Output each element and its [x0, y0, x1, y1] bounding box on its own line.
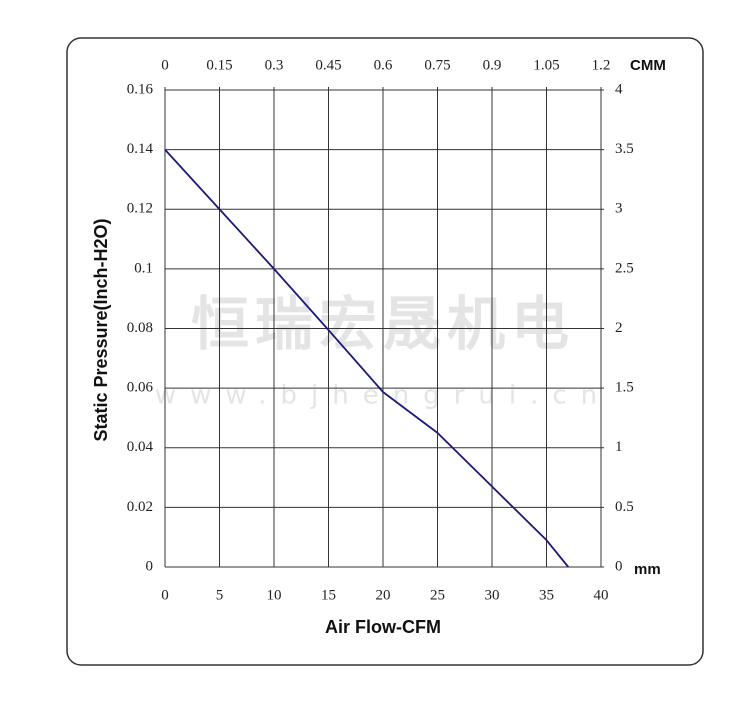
- x2-tick-label: 1.05: [533, 57, 559, 73]
- x-tick-label: 15: [321, 587, 336, 603]
- y2-tick-label: 2.5: [615, 260, 634, 276]
- y2-tick-label: 1: [615, 439, 623, 455]
- y-tick-label: 0.14: [127, 141, 154, 157]
- y2-tick-label: 3: [615, 201, 623, 217]
- x2-unit: CMM: [630, 57, 666, 74]
- y2-tick-label: 2: [615, 320, 623, 336]
- y2-tick-label: 0: [615, 558, 623, 574]
- watermark: www.bjhengrui.cn: [155, 381, 611, 411]
- y-tick-label: 0.16: [127, 81, 154, 97]
- x2-tick-label: 0: [161, 57, 169, 73]
- watermark: 恒瑞宏晟机电: [191, 290, 575, 358]
- x-tick-label: 35: [539, 587, 554, 603]
- x2-tick-label: 0.15: [206, 57, 232, 73]
- x-tick-label: 5: [216, 587, 224, 603]
- curve: [164, 149, 569, 568]
- frame: [66, 37, 704, 666]
- x2-tick-label: 1.2: [592, 57, 611, 73]
- x2-tick-label: 0.9: [483, 57, 502, 73]
- x2-tick-label: 0.6: [374, 57, 393, 73]
- y-tick-label: 0.12: [127, 201, 153, 217]
- x2-tick-label: 0.45: [315, 57, 341, 73]
- x2-tick-label: 0.3: [265, 57, 284, 73]
- y-axis-title: Static Pressure(Inch-H2O): [91, 218, 111, 441]
- x-tick-label: 25: [430, 587, 445, 603]
- y-tick-label: 0.1: [134, 260, 153, 276]
- y2-tick-label: 0.5: [615, 499, 634, 515]
- x-tick-label: 10: [267, 587, 282, 603]
- y-tick-label: 0.08: [127, 320, 153, 336]
- y2-tick-label: 1.5: [615, 380, 634, 396]
- x-tick-label: 0: [161, 587, 169, 603]
- x-tick-label: 30: [485, 587, 500, 603]
- y-tick-label: 0.06: [127, 380, 154, 396]
- y-tick-label: 0: [146, 558, 154, 574]
- y2-tick-label: 3.5: [615, 141, 634, 157]
- x-tick-label: 40: [594, 587, 609, 603]
- x-axis-title: Air Flow-CFM: [325, 617, 441, 637]
- y-tick-label: 0.02: [127, 499, 153, 515]
- y-tick-label: 0.04: [127, 439, 154, 455]
- y2-unit: mm: [634, 561, 661, 578]
- x2-tick-label: 0.75: [424, 57, 450, 73]
- x-tick-label: 20: [376, 587, 391, 603]
- y2-tick-label: 4: [615, 81, 623, 97]
